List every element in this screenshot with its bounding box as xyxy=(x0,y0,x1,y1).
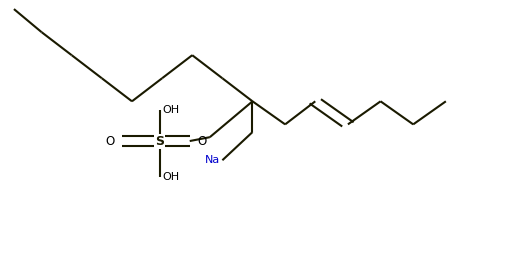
Text: O: O xyxy=(105,134,115,148)
Text: Na: Na xyxy=(205,155,220,165)
Text: S: S xyxy=(155,134,164,148)
Text: OH: OH xyxy=(162,105,179,115)
Text: O: O xyxy=(197,134,207,148)
Text: OH: OH xyxy=(162,172,179,182)
